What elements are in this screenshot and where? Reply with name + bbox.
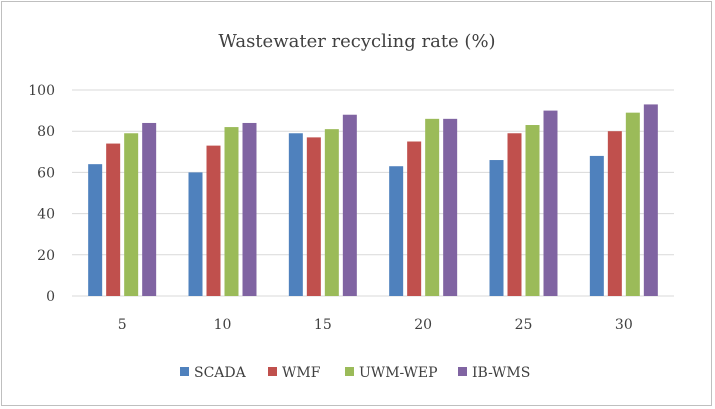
- legend-swatch-wmf: [268, 367, 277, 376]
- bar-wmf-25: [507, 133, 522, 296]
- y-tick-label: 20: [37, 248, 55, 264]
- y-axis-ticks: 0 20 40 60 80 100: [28, 83, 55, 305]
- x-tick-label: 15: [314, 317, 332, 333]
- y-tick-label: 40: [37, 207, 55, 223]
- y-tick-label: 60: [37, 165, 55, 181]
- bar-scada-30: [589, 155, 604, 296]
- bar-scada-20: [389, 166, 404, 296]
- legend-swatch-scada: [180, 367, 189, 376]
- bar-uwm-wep-25: [525, 125, 540, 297]
- x-axis-ticks: 5 10 15 20 25 30: [118, 317, 633, 333]
- bar-wmf-30: [607, 131, 622, 296]
- bar-wmf-20: [407, 141, 422, 296]
- y-tick-label: 0: [46, 289, 55, 305]
- bar-wmf-10: [206, 145, 221, 296]
- bar-ib-wms-15: [342, 114, 357, 296]
- x-tick-label: 25: [515, 317, 533, 333]
- bar-wmf-5: [106, 143, 121, 296]
- chart-title: Wastewater recycling rate (%): [218, 31, 495, 52]
- x-tick-label: 10: [214, 317, 232, 333]
- bar-ib-wms-30: [643, 104, 658, 296]
- x-tick-label: 5: [118, 317, 127, 333]
- bar-scada-25: [489, 160, 504, 296]
- bar-uwm-wep-30: [625, 112, 640, 296]
- legend-label-ib-wms: IB-WMS: [472, 365, 530, 381]
- bar-ib-wms-5: [142, 122, 157, 297]
- bar-ib-wms-20: [443, 118, 458, 296]
- y-tick-label: 100: [28, 83, 55, 99]
- legend: SCADA WMF UWM-WEP IB-WMS: [180, 365, 530, 381]
- bar-uwm-wep-10: [224, 127, 239, 296]
- y-tick-label: 80: [37, 124, 55, 140]
- legend-label-wmf: WMF: [282, 365, 321, 381]
- bar-ib-wms-10: [242, 122, 257, 297]
- bar-scada-15: [288, 133, 303, 296]
- bar-scada-5: [88, 164, 103, 296]
- bar-uwm-wep-5: [124, 133, 139, 296]
- legend-label-uwm-wep: UWM-WEP: [359, 365, 438, 381]
- bar-wmf-15: [306, 137, 321, 296]
- x-tick-label: 30: [615, 317, 633, 333]
- legend-swatch-uwm-wep: [345, 367, 354, 376]
- gridlines: [72, 89, 674, 297]
- bar-uwm-wep-20: [425, 118, 440, 296]
- x-tick-label: 20: [414, 317, 432, 333]
- legend-swatch-ib-wms: [458, 367, 467, 376]
- legend-label-scada: SCADA: [194, 365, 247, 381]
- bar-uwm-wep-15: [324, 129, 339, 296]
- bar-scada-10: [188, 172, 203, 296]
- bar-ib-wms-25: [543, 110, 558, 296]
- bars: [88, 104, 658, 297]
